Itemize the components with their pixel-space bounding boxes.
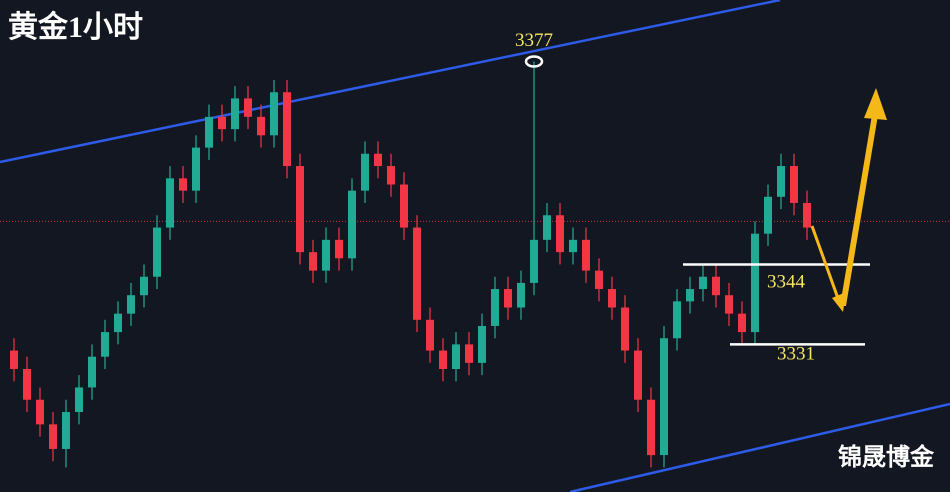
projection-arrows <box>810 88 887 312</box>
candle-body <box>790 166 798 203</box>
candle-body <box>465 344 473 363</box>
candle-body <box>374 153 382 167</box>
arrow-up <box>840 115 878 306</box>
candle-body <box>699 276 707 290</box>
candle-body <box>712 276 720 296</box>
candle-body <box>75 387 83 413</box>
candle-body <box>751 233 759 333</box>
arrow-down <box>810 225 842 305</box>
candle-body <box>244 98 252 117</box>
candle-body <box>296 166 304 253</box>
candle-body <box>608 289 616 308</box>
candle-body <box>686 289 694 302</box>
candle-body <box>738 313 746 333</box>
candle-body <box>426 319 434 351</box>
candle-body <box>569 239 577 253</box>
candle-body <box>764 196 772 234</box>
candle-body <box>361 153 369 191</box>
candle-body <box>153 227 161 277</box>
candle-body <box>322 239 330 271</box>
candle-body <box>10 350 18 369</box>
candle-body <box>556 215 564 253</box>
candle-body <box>452 344 460 369</box>
candle-body <box>621 307 629 351</box>
candle-body <box>179 178 187 191</box>
candle-body <box>309 252 317 271</box>
arrow-up-head <box>864 88 887 120</box>
candle-body <box>114 313 122 333</box>
candle-body <box>777 166 785 197</box>
candle-body <box>140 276 148 296</box>
channel-lower <box>569 402 950 492</box>
watermark: 锦晟博金 <box>838 443 935 471</box>
candle-body <box>504 289 512 308</box>
candle-body <box>192 147 200 191</box>
candle-body <box>582 239 590 271</box>
level-label: 3344 <box>767 271 806 292</box>
candle-body <box>673 301 681 339</box>
candle-body <box>530 239 538 283</box>
candle-body <box>400 184 408 228</box>
candle-body <box>101 332 109 357</box>
candle-body <box>36 399 44 425</box>
candle-body <box>218 116 226 130</box>
candle-body <box>205 116 213 148</box>
peak-marker <box>524 55 544 68</box>
candle-body <box>283 92 291 167</box>
candle-body <box>647 399 655 456</box>
candle-body <box>23 369 31 400</box>
candle-body <box>478 325 486 363</box>
candle-body <box>803 202 811 228</box>
candle-body <box>257 116 265 136</box>
candle-body <box>413 227 421 320</box>
level-label: 3331 <box>777 343 815 364</box>
candle-body <box>595 270 603 290</box>
channel-upper <box>0 0 781 164</box>
candle-body <box>543 215 551 240</box>
candle-body <box>270 92 278 136</box>
candle-body <box>491 289 499 326</box>
chart-title: 黄金1小时 <box>8 10 143 44</box>
candle-body <box>660 338 668 456</box>
candle-body <box>335 239 343 259</box>
candle-body <box>439 350 447 369</box>
candle-body <box>231 98 239 130</box>
candle-body <box>88 356 96 388</box>
candle-body <box>348 190 356 259</box>
plot <box>0 61 950 468</box>
candle-body <box>517 282 525 308</box>
candle-body <box>725 295 733 314</box>
candle-body <box>62 412 70 449</box>
candle-body <box>49 424 57 449</box>
peak-label: 3377 <box>515 30 553 51</box>
candle-body <box>387 166 395 185</box>
candle-body <box>634 350 642 400</box>
candle-body <box>127 295 135 314</box>
candle-body <box>166 178 174 228</box>
